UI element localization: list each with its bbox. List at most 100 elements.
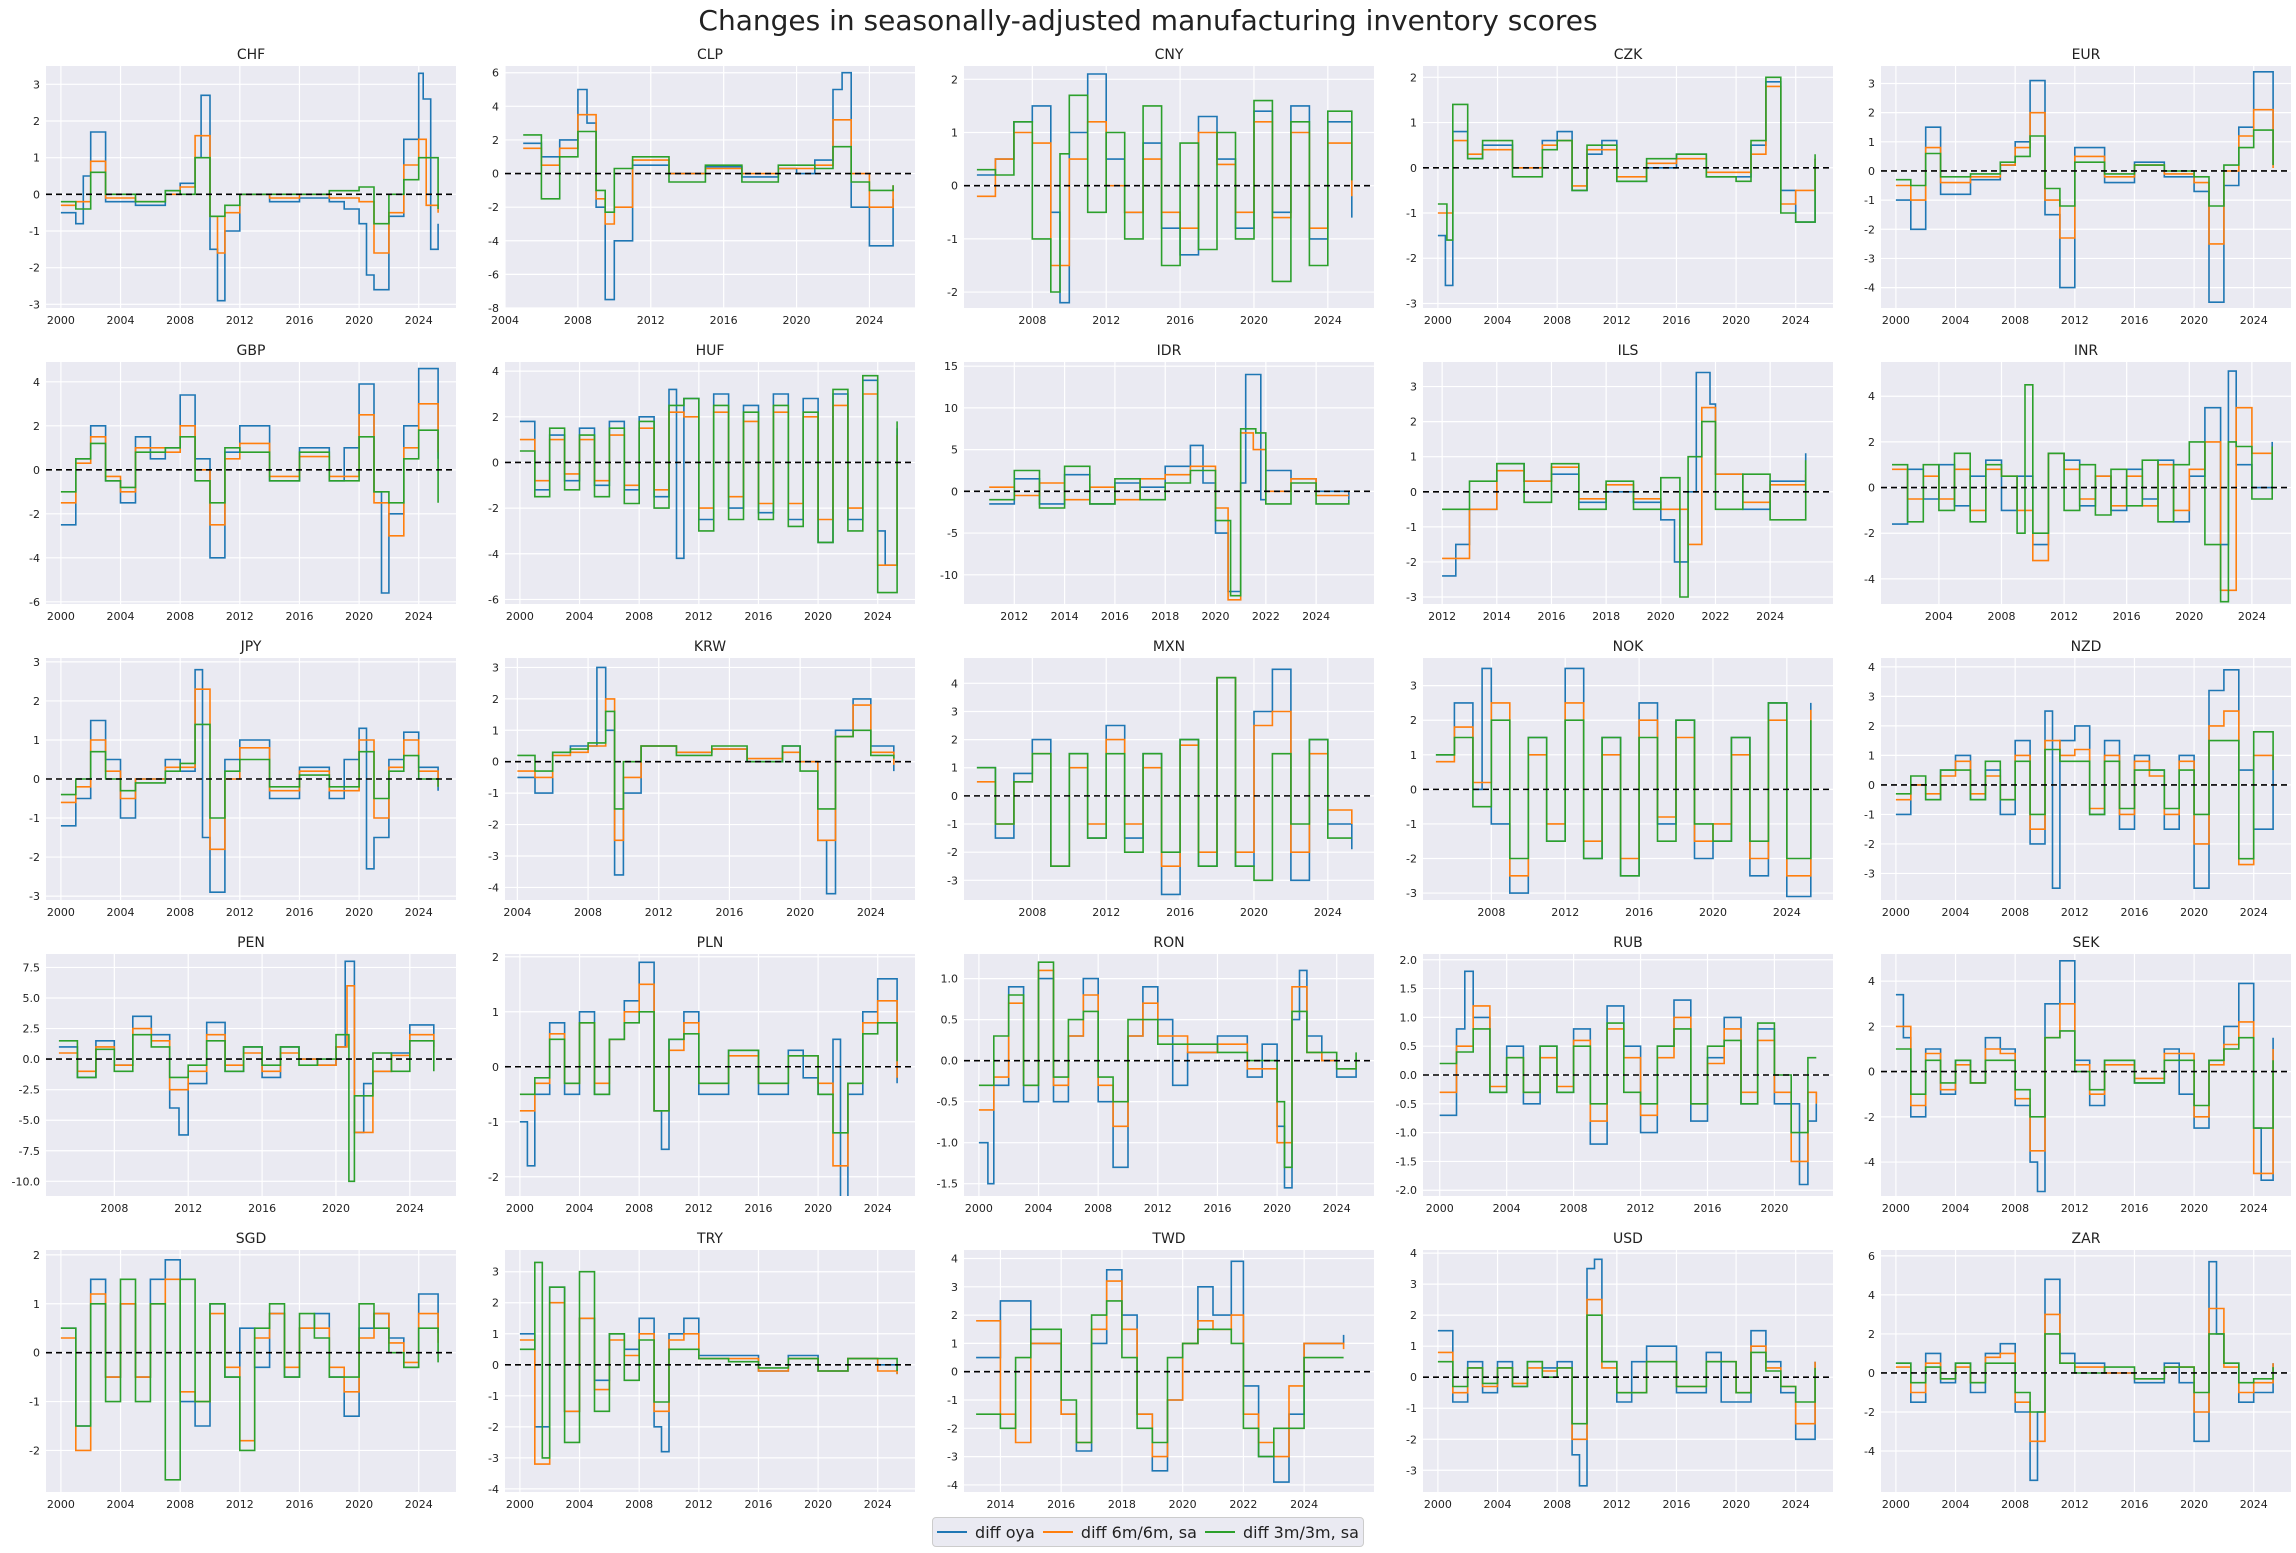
x-tick-label: 2022 (1252, 610, 1280, 623)
y-tick-label: -1 (29, 1396, 40, 1409)
plot-area (1881, 954, 2291, 1196)
y-tick-label: 0 (1868, 1367, 1875, 1380)
y-tick-label: 5.0 (23, 992, 41, 1005)
y-tick-label: -2 (1864, 527, 1875, 540)
y-tick-label: 3 (33, 656, 40, 669)
x-tick-label: 2024 (1756, 610, 1784, 623)
y-tick-label: -2 (1864, 1406, 1875, 1419)
y-tick-label: -2 (29, 262, 40, 275)
panel-ron: 2000 2004 2008 2012 2016 2020 2024 -1.5 -1.0 -0.5… (937, 935, 1374, 1215)
series-line-3m3m (976, 676, 1352, 882)
panel-title: SGD (236, 1231, 267, 1247)
series-line-3m3m (517, 710, 895, 810)
x-tick-label: 2020 (1722, 314, 1750, 327)
x-tick-label: 2004 (1942, 906, 1970, 919)
y-tick-label: -4 (947, 1479, 958, 1492)
x-tick-label: 2016 (2120, 314, 2148, 327)
x-tick-label: 2008 (2001, 906, 2029, 919)
y-tick-label: 2 (33, 1249, 40, 1262)
x-tick-label: 2020 (783, 314, 811, 327)
x-tick-label: 2020 (322, 1202, 350, 1215)
panel-title: ILS (1618, 343, 1639, 359)
y-tick-label: -3 (1864, 252, 1875, 265)
y-tick-label: 0 (492, 456, 499, 469)
x-tick-label: 2024 (2240, 906, 2268, 919)
x-tick-label: 2008 (1018, 906, 1046, 919)
x-tick-label: 2020 (2180, 314, 2208, 327)
panel-chf: 2000 2004 2008 2012 2016 2020 2024 -3 -2 -1 0 1 2 3 CH… (29, 47, 456, 327)
y-tick-label: -3 (488, 850, 499, 863)
plot-area (505, 658, 915, 900)
x-tick-label: 2012 (1551, 906, 1579, 919)
series-line-6m6m (1437, 1298, 1816, 1441)
y-tick-label: -2 (1864, 1111, 1875, 1124)
x-tick-label: 2020 (2180, 1202, 2208, 1215)
panel-jpy: 2000 2004 2008 2012 2016 2020 2024 -3 -2 -1 0 1 2 3 JP… (29, 639, 456, 919)
y-tick-label: 6 (492, 67, 499, 80)
series-group (1892, 370, 2273, 603)
y-tick-label: 2 (33, 420, 40, 433)
plot-area (1881, 362, 2291, 604)
y-tick-label: 2 (492, 134, 499, 147)
panel-title: JPY (240, 639, 262, 655)
panel-nok: 2008 2012 2016 2020 2024 -3 -2 -1 0 1 2 3 NOK (1406, 639, 1833, 919)
y-tick-label: -5.0 (19, 1114, 40, 1127)
y-tick-label: -4 (1864, 573, 1875, 586)
series-group (517, 666, 895, 895)
y-tick-label: -2 (1864, 223, 1875, 236)
series-group (519, 374, 898, 594)
y-tick-label: 0 (951, 180, 958, 193)
x-tick-label: 2008 (1543, 314, 1571, 327)
panel-title: ZAR (2072, 1231, 2101, 1247)
x-tick-label: 2004 (107, 314, 135, 327)
y-tick-label: 2 (951, 734, 958, 747)
y-tick-label: 15 (944, 360, 958, 373)
y-tick-label: 2 (1410, 1309, 1417, 1322)
y-tick-label: 1 (33, 1298, 40, 1311)
y-tick-label: 1 (1410, 749, 1417, 762)
x-tick-label: 2004 (107, 610, 135, 623)
x-tick-label: 2014 (1051, 610, 1079, 623)
panel-title: PLN (697, 935, 724, 951)
y-tick-label: 0.5 (1400, 1040, 1418, 1053)
y-tick-label: -3 (488, 1452, 499, 1465)
x-tick-label: 2024 (1773, 906, 1801, 919)
x-tick-label: 2008 (2001, 1498, 2029, 1511)
x-tick-label: 2020 (2180, 906, 2208, 919)
y-tick-label: 5 (951, 444, 958, 457)
y-tick-label: -4 (29, 552, 40, 565)
panel-title: TRY (696, 1231, 723, 1247)
y-tick-label: -1.5 (1396, 1155, 1417, 1168)
x-tick-label: 2008 (166, 610, 194, 623)
panel-usd: 2000 2004 2008 2012 2016 2020 2024 -3 -2 -1 0 1 2 3 4 U… (1406, 1231, 1833, 1511)
x-tick-label: 2004 (566, 610, 594, 623)
panel-title: GBP (237, 343, 266, 359)
x-tick-label: 2004 (1493, 1202, 1521, 1215)
plot-area (964, 658, 1374, 900)
panel-title: RON (1153, 935, 1184, 951)
y-tick-label: 2 (1410, 714, 1417, 727)
x-tick-label: 2000 (506, 1498, 534, 1511)
series-line-3m3m (60, 723, 439, 819)
y-tick-label: -1.0 (1396, 1127, 1417, 1140)
x-tick-label: 2000 (506, 1202, 534, 1215)
y-tick-label: -1 (947, 1394, 958, 1407)
x-tick-label: 2020 (1699, 906, 1727, 919)
y-tick-label: 2 (1868, 1020, 1875, 1033)
panel-rub: 2000 2004 2008 2012 2016 2020 -2.0 -1.5 -1.0 -0.5… (1396, 935, 1833, 1215)
x-tick-label: 2008 (1543, 1498, 1571, 1511)
y-tick-label: 4 (1868, 975, 1875, 988)
y-tick-label: -3 (1406, 297, 1417, 310)
plot-area (46, 362, 456, 604)
x-tick-label: 2008 (2001, 1202, 2029, 1215)
y-tick-label: -2 (1406, 556, 1417, 569)
series-line-3m3m (989, 428, 1350, 597)
panel-title: CLP (697, 47, 723, 63)
x-tick-label: 2024 (857, 906, 885, 919)
legend-item-diff-3m: diff 3m/3m, sa (1204, 1523, 1359, 1542)
x-tick-label: 2008 (625, 1202, 653, 1215)
y-tick-label: -1 (1864, 194, 1875, 207)
x-tick-label: 2016 (1662, 1498, 1690, 1511)
x-tick-label: 2004 (503, 906, 531, 919)
x-tick-label: 2012 (2050, 610, 2078, 623)
